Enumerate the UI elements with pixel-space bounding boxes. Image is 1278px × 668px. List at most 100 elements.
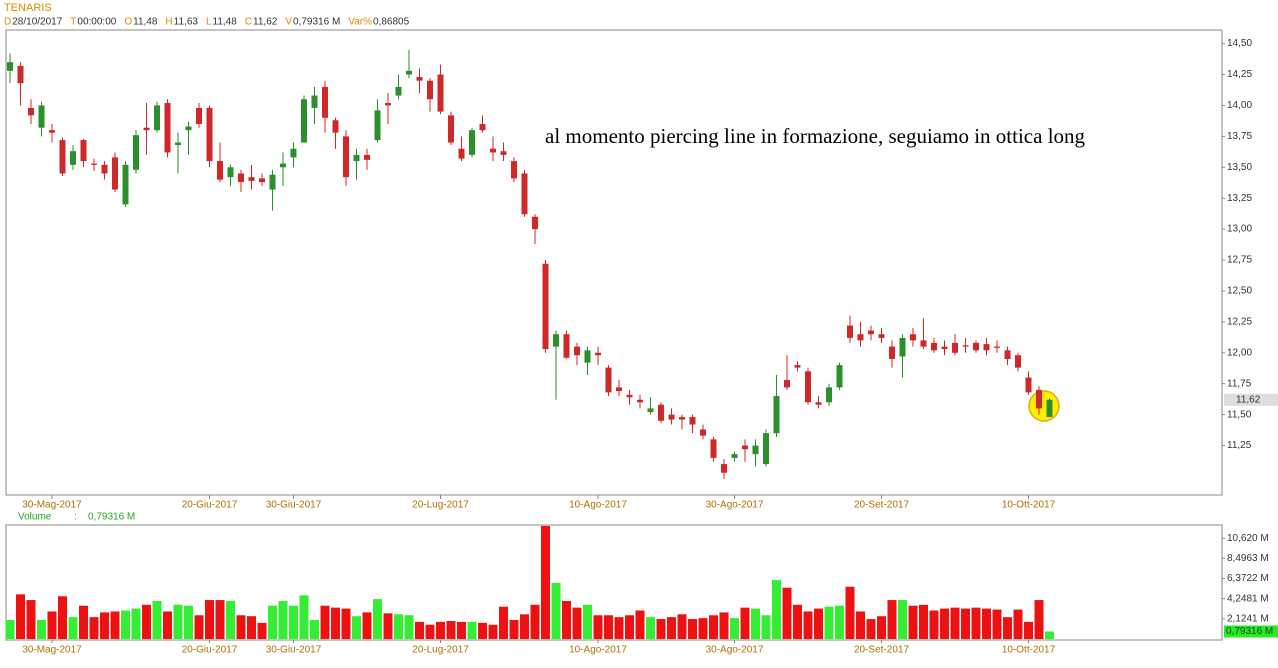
volume-bar (362, 612, 372, 639)
candle-body (385, 102, 391, 106)
volume-bar (646, 617, 655, 639)
volume-bar (289, 605, 298, 639)
field-key: Var% (348, 17, 372, 28)
volume-bar (310, 620, 319, 639)
field-value: 11,48 (213, 17, 238, 28)
candle-body (406, 70, 412, 75)
volume-bar (1024, 621, 1033, 639)
candle-body (878, 334, 885, 338)
volume-bar (940, 608, 949, 639)
candle-body (280, 163, 286, 168)
candle-body (80, 140, 87, 162)
volume-bar (467, 621, 477, 639)
candle-body (574, 346, 580, 356)
candle-body (490, 148, 496, 153)
volume-bar (5, 620, 15, 639)
y-tick-label: 11,50 (1227, 409, 1252, 420)
candle-body (427, 80, 433, 100)
y-tick-label: 6,3722 M (1227, 573, 1269, 584)
field-key: O (124, 17, 132, 28)
volume-bar (761, 615, 771, 639)
x-tick-label: 20-Lug-2017 (412, 500, 469, 511)
volume-bar (152, 601, 162, 639)
volume-bar (352, 616, 361, 639)
candle-body (616, 387, 622, 392)
candle-body (17, 65, 24, 84)
x-tick-label: 30-Giu-2017 (266, 500, 322, 511)
volume-bar (247, 616, 256, 639)
candle-body (479, 123, 486, 131)
volume-bar (593, 615, 603, 639)
candle-body (49, 130, 55, 133)
volume-bar (163, 611, 172, 639)
volume-bar (688, 619, 697, 639)
volume-bar (436, 621, 445, 639)
volume-bar (205, 600, 214, 639)
volume-bar (740, 607, 750, 639)
y-tick-label: 10,620 M (1227, 533, 1269, 544)
volume-bar (530, 604, 540, 639)
volume-bar (79, 605, 88, 639)
volume-bar (394, 614, 403, 639)
y-tick-label: 8,4963 M (1227, 553, 1269, 564)
candle-body (469, 130, 475, 155)
candle-body (437, 74, 444, 112)
candle-body (343, 136, 349, 178)
candle-body (301, 99, 307, 143)
candle-body (311, 95, 318, 108)
candle-body (689, 417, 696, 425)
candle-body (941, 346, 948, 350)
candle-body (731, 454, 738, 458)
candle-body (794, 365, 801, 368)
y-tick-label: 13,75 (1227, 131, 1252, 142)
candle-body (521, 173, 528, 215)
volume-separator: : (74, 512, 77, 523)
candle-body (668, 414, 675, 420)
candle-body (1036, 389, 1042, 409)
volume-bar (194, 615, 204, 639)
y-tick-label: 14,25 (1227, 69, 1252, 80)
candle-body (1015, 355, 1021, 368)
candle-body (217, 161, 223, 180)
candle-body (164, 102, 171, 153)
volume-bar (604, 615, 613, 639)
candle-body (364, 154, 370, 160)
candle-body (112, 157, 118, 190)
volume-bar (782, 587, 792, 639)
candle-body (637, 399, 643, 403)
volume-bar (415, 621, 424, 639)
volume-bar (814, 608, 823, 639)
y-tick-label: 12,75 (1227, 255, 1252, 266)
y-tick-label: 12,50 (1227, 286, 1252, 297)
volume-bar (446, 620, 456, 639)
ohlc-header: D 28/10/2017 T 00:00:00 O 11,48 H 11,63 L 11,48 C 1… (4, 17, 410, 28)
x-tick-label: 20-Set-2017 (854, 500, 909, 511)
volume-bar (541, 525, 550, 639)
volume-bar (509, 620, 519, 639)
candle-body (416, 76, 423, 81)
candle-body (679, 417, 685, 420)
volume-bar (677, 614, 687, 639)
candle-body (553, 334, 559, 347)
volume-bar (982, 608, 991, 639)
price-panel (5, 29, 1223, 496)
x-tick-label: 10-Ott-2017 (1002, 645, 1056, 656)
candle-body (185, 126, 192, 131)
candle-body (805, 371, 811, 403)
field-key: L (206, 17, 212, 28)
volume-bar (572, 607, 582, 639)
candle-body (143, 127, 150, 131)
volume-bar (908, 605, 918, 639)
candle-body (269, 174, 276, 190)
volume-bar (278, 601, 288, 639)
candle-body (962, 345, 969, 347)
x-tick-label: 10-Ago-2017 (569, 500, 627, 511)
y-tick-label: 2,1241 M (1227, 613, 1269, 624)
volume-bar (236, 615, 246, 639)
candle-body (122, 164, 129, 205)
candle-body (500, 151, 507, 155)
candle-body (710, 439, 717, 458)
candle-body (563, 334, 570, 358)
last-volume-box (1224, 625, 1278, 638)
